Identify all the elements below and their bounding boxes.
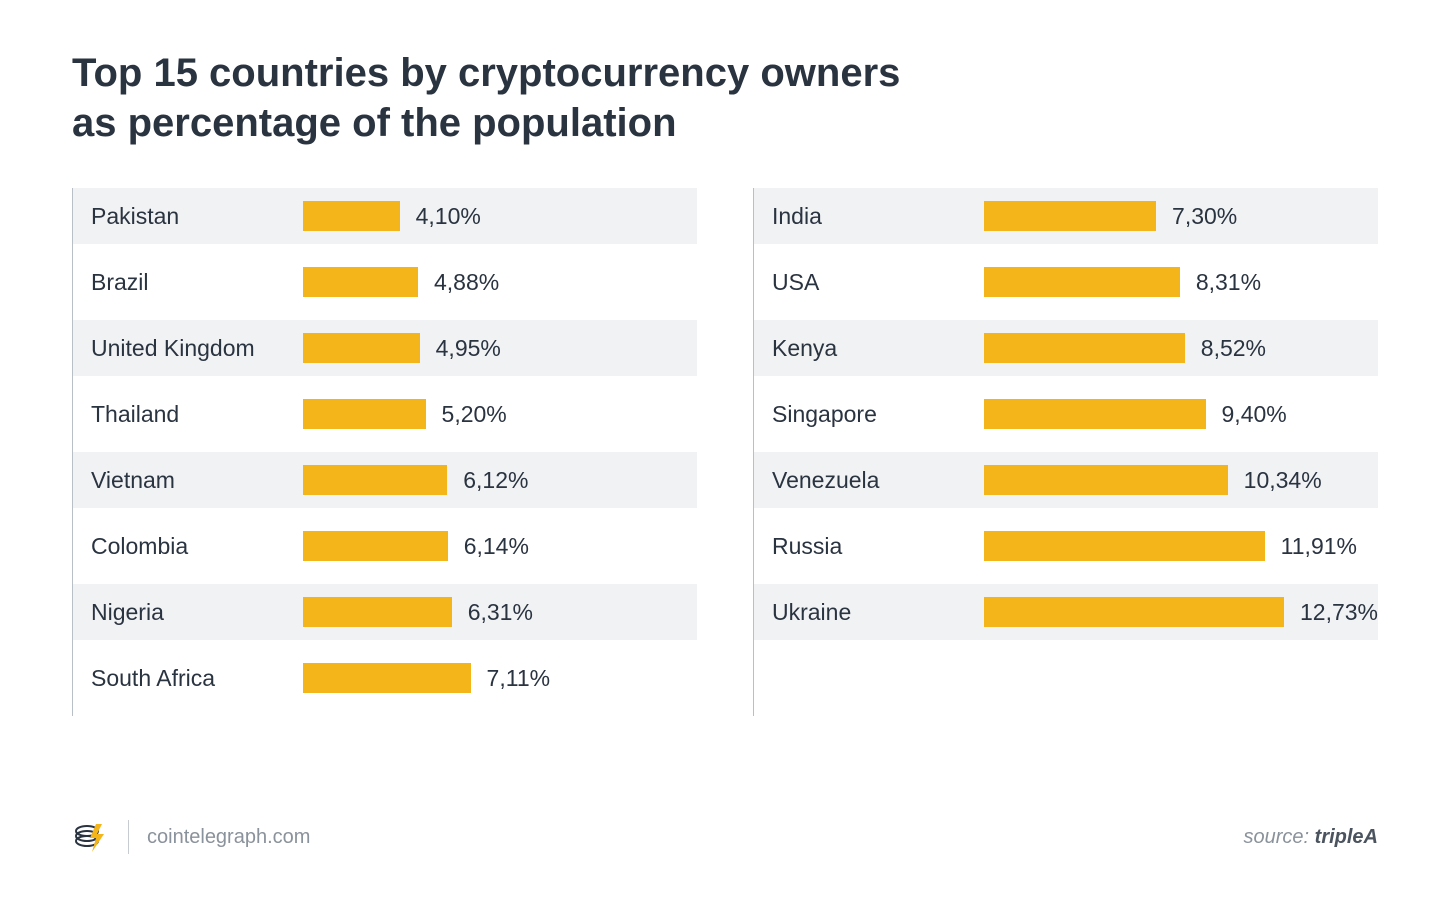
- chart-columns: Pakistan 4,10% Brazil 4,88% United Kingdom 4,…: [72, 188, 1378, 716]
- source-prefix: source:: [1244, 826, 1315, 848]
- bar-cell: 11,91%: [984, 518, 1378, 574]
- country-label: Kenya: [754, 320, 984, 376]
- country-label: Ukraine: [754, 584, 984, 640]
- footer: cointelegraph.com source: tripleA: [72, 818, 1378, 856]
- country-label: United Kingdom: [73, 320, 303, 376]
- country-label: Nigeria: [73, 584, 303, 640]
- bar: [984, 465, 1228, 495]
- country-label: USA: [754, 254, 984, 310]
- bar: [303, 267, 418, 297]
- bar: [984, 333, 1185, 363]
- country-label: South Africa: [73, 650, 303, 706]
- bar: [984, 597, 1284, 627]
- bar-cell: 5,20%: [303, 386, 697, 442]
- bar: [984, 201, 1156, 231]
- chart-row: USA 8,31%: [754, 254, 1378, 310]
- bar: [303, 399, 426, 429]
- value-label: 5,20%: [442, 401, 507, 428]
- bar: [303, 663, 471, 693]
- value-label: 4,10%: [416, 203, 481, 230]
- footer-site: cointelegraph.com: [147, 826, 310, 849]
- bar: [303, 201, 400, 231]
- chart-row: Nigeria 6,31%: [73, 584, 697, 640]
- value-label: 6,31%: [468, 599, 533, 626]
- value-label: 8,31%: [1196, 269, 1261, 296]
- chart-row: Venezuela 10,34%: [754, 452, 1378, 508]
- bar: [984, 267, 1180, 297]
- value-label: 10,34%: [1244, 467, 1322, 494]
- country-label: Pakistan: [73, 188, 303, 244]
- country-label: Thailand: [73, 386, 303, 442]
- bar-cell: 4,95%: [303, 320, 697, 376]
- country-label: Russia: [754, 518, 984, 574]
- chart-row: United Kingdom 4,95%: [73, 320, 697, 376]
- chart-column-left: Pakistan 4,10% Brazil 4,88% United Kingdom 4,…: [72, 188, 697, 716]
- bar-cell: 9,40%: [984, 386, 1378, 442]
- bar-cell: 6,31%: [303, 584, 697, 640]
- chart-row: India 7,30%: [754, 188, 1378, 244]
- chart-row: Ukraine 12,73%: [754, 584, 1378, 640]
- chart-row: South Africa 7,11%: [73, 650, 697, 706]
- bar: [303, 465, 447, 495]
- bar-cell: 12,73%: [984, 584, 1378, 640]
- value-label: 6,12%: [463, 467, 528, 494]
- bar: [303, 333, 420, 363]
- chart-row: Brazil 4,88%: [73, 254, 697, 310]
- chart-row: Russia 11,91%: [754, 518, 1378, 574]
- bar-cell: 7,30%: [984, 188, 1378, 244]
- bar-cell: 10,34%: [984, 452, 1378, 508]
- country-label: Colombia: [73, 518, 303, 574]
- chart-row: Thailand 5,20%: [73, 386, 697, 442]
- bar-cell: 8,52%: [984, 320, 1378, 376]
- bar: [984, 531, 1265, 561]
- footer-source: source: tripleA: [1244, 826, 1379, 849]
- bar-cell: 6,12%: [303, 452, 697, 508]
- chart-row: Kenya 8,52%: [754, 320, 1378, 376]
- title-line-2: as percentage of the population: [72, 101, 677, 145]
- bar: [984, 399, 1206, 429]
- value-label: 8,52%: [1201, 335, 1266, 362]
- chart-row: Vietnam 6,12%: [73, 452, 697, 508]
- chart-title: Top 15 countries by cryptocurrency owner…: [72, 48, 1378, 148]
- source-name: tripleA: [1315, 826, 1378, 848]
- value-label: 4,88%: [434, 269, 499, 296]
- value-label: 9,40%: [1222, 401, 1287, 428]
- bar: [303, 597, 452, 627]
- value-label: 4,95%: [436, 335, 501, 362]
- bar-cell: 4,88%: [303, 254, 697, 310]
- chart-column-right: India 7,30% USA 8,31% Kenya 8,52% Singapore 9,4…: [753, 188, 1378, 716]
- country-label: India: [754, 188, 984, 244]
- footer-divider: [128, 820, 129, 854]
- chart-row: Pakistan 4,10%: [73, 188, 697, 244]
- value-label: 12,73%: [1300, 599, 1378, 626]
- country-label: Venezuela: [754, 452, 984, 508]
- bar-cell: 8,31%: [984, 254, 1378, 310]
- country-label: Brazil: [73, 254, 303, 310]
- footer-left: cointelegraph.com: [72, 818, 310, 856]
- chart-row: Colombia 6,14%: [73, 518, 697, 574]
- value-label: 11,91%: [1281, 533, 1357, 560]
- value-label: 7,11%: [487, 665, 551, 692]
- chart-row: Singapore 9,40%: [754, 386, 1378, 442]
- bar: [303, 531, 448, 561]
- value-label: 7,30%: [1172, 203, 1237, 230]
- country-label: Vietnam: [73, 452, 303, 508]
- value-label: 6,14%: [464, 533, 529, 560]
- cointelegraph-logo-icon: [72, 818, 110, 856]
- bar-cell: 7,11%: [303, 650, 697, 706]
- title-line-1: Top 15 countries by cryptocurrency owner…: [72, 51, 900, 95]
- country-label: Singapore: [754, 386, 984, 442]
- bar-cell: 4,10%: [303, 188, 697, 244]
- bar-cell: 6,14%: [303, 518, 697, 574]
